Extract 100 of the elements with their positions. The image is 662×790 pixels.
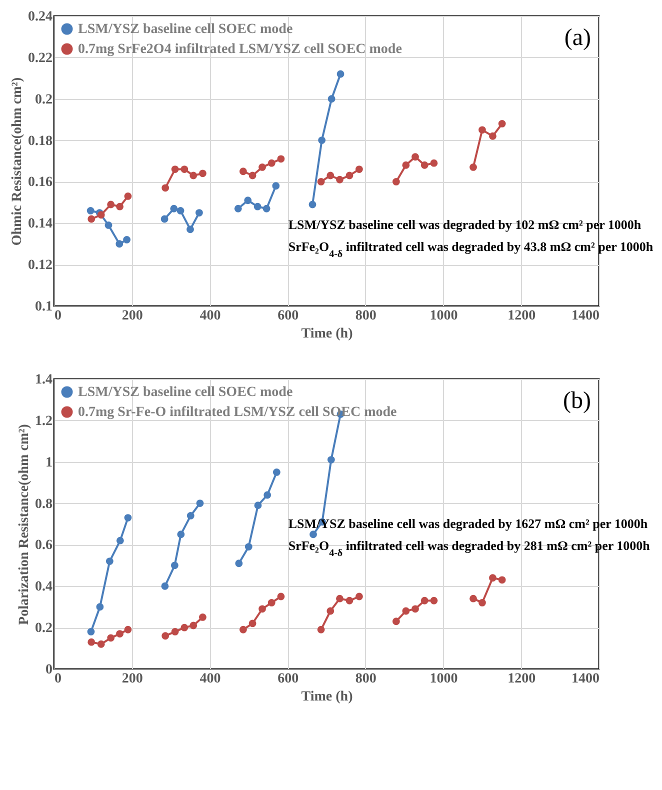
point [392,178,400,186]
point [272,182,280,190]
point [317,626,325,634]
point [97,211,105,219]
point [254,502,262,510]
point [87,628,95,636]
point [180,166,188,173]
y-tick-label: 0.24 [28,10,52,24]
point [402,161,410,169]
x-tick-label: 1200 [508,672,536,686]
x-tick-label: 800 [355,308,376,324]
y-axis-title: Polarization Resistance(ohm cm²) [17,424,32,625]
point [248,172,256,180]
point [239,626,247,634]
y-tick-label: 0.6 [35,538,52,554]
point [317,178,325,186]
x-tick-label: 200 [122,308,143,324]
y-tick-label: 0.14 [28,216,52,232]
point [326,172,334,180]
point [310,530,317,538]
y-tick-label: 0.22 [28,50,52,66]
point [160,215,168,223]
point [258,164,266,171]
point [199,170,206,178]
x-tick-label: 600 [278,672,299,686]
point [161,582,169,590]
y-tick-label: 0.1 [35,300,52,314]
y-tick-label: 0.16 [28,175,52,190]
point [124,626,132,634]
y-axis-title: Ohmic Resistance(ohm cm²) [10,77,25,246]
point [170,204,178,212]
point [234,204,242,212]
point [124,514,132,522]
point [244,196,252,204]
point [106,558,114,565]
point [116,630,124,638]
point [176,207,184,214]
x-tick-label: 1000 [430,672,458,686]
y-tick-label: 1.4 [35,372,52,388]
x-axis-title: Time (h) [301,690,354,704]
point [336,176,344,184]
point [412,605,419,613]
point [355,592,363,600]
point [124,192,132,200]
point [346,596,354,604]
y-tick-label: 0.2 [35,92,52,108]
point [346,172,354,180]
point [478,599,486,606]
legend-label: 0.7mg Sr-Fe-O infiltrated LSM/YSZ cell SOEC mode [78,405,397,420]
point [244,543,252,550]
y-tick-label: 0.18 [28,134,52,149]
point [170,562,178,570]
point [196,500,204,507]
point [186,512,194,520]
point [171,166,179,173]
x-tick-label: 200 [122,672,143,686]
point [470,594,477,602]
point [268,159,276,167]
x-tick-label: 600 [278,308,299,324]
point [186,226,194,234]
x-tick-label: 400 [200,672,221,686]
x-tick-label: 1400 [572,308,600,324]
point [86,207,94,214]
point [88,215,96,223]
point [470,164,477,171]
point [116,536,124,544]
x-tick-label: 1200 [508,308,536,324]
point [104,222,112,229]
x-tick-label: 1000 [430,308,458,324]
point [107,634,115,642]
point [97,640,105,648]
point [96,603,104,611]
point [199,614,206,621]
point [498,576,506,584]
point [336,594,344,602]
legend-label: LSM/YSZ baseline cell SOEC mode [78,385,293,400]
point [195,209,203,216]
point [412,153,419,161]
point [239,168,247,176]
point [162,632,170,640]
point [430,596,438,604]
annotation: LSM/YSZ baseline cell was degraded by 102 mΩ cm² per 1000h [288,216,642,232]
point [308,200,316,208]
x-tick-label: 400 [200,308,221,324]
x-tick-label: 800 [355,672,376,686]
point [171,628,179,636]
point [392,618,400,626]
point [277,155,285,163]
annotation: SrFe₂O$_{4-δ}$ infiltrated cell was degraded by 281 mΩ cm² per 1000h [288,538,651,558]
point [258,605,266,613]
annotation: (b) [563,388,591,414]
y-tick-label: 1 [46,455,52,470]
point [336,70,344,78]
point [489,574,496,582]
point [327,456,335,464]
point [162,184,170,192]
point [277,592,285,600]
y-tick-label: 0.2 [35,621,52,636]
point [248,620,256,628]
point [318,136,326,144]
